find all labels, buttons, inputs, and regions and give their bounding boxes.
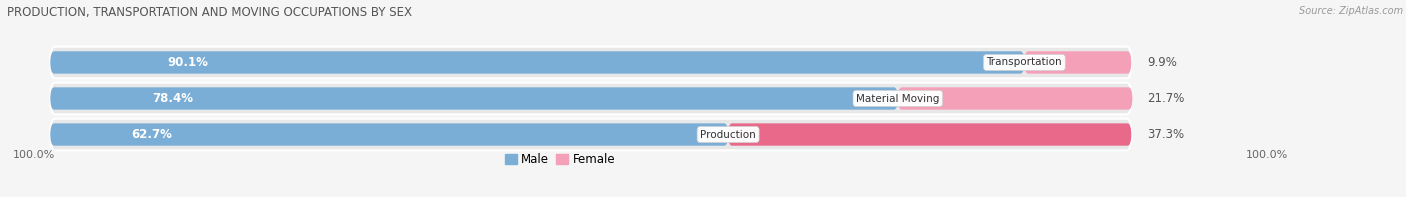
FancyBboxPatch shape [898,87,1132,110]
FancyBboxPatch shape [51,123,728,146]
Text: 100.0%: 100.0% [13,150,55,160]
FancyBboxPatch shape [1025,51,1132,74]
FancyBboxPatch shape [51,47,1132,78]
Text: Production: Production [700,129,756,139]
Text: 62.7%: 62.7% [132,128,173,141]
Text: Transportation: Transportation [987,58,1062,68]
FancyBboxPatch shape [728,123,1132,146]
Text: PRODUCTION, TRANSPORTATION AND MOVING OCCUPATIONS BY SEX: PRODUCTION, TRANSPORTATION AND MOVING OC… [7,6,412,19]
Text: Source: ZipAtlas.com: Source: ZipAtlas.com [1299,6,1403,16]
FancyBboxPatch shape [51,87,898,110]
Legend: Male, Female: Male, Female [501,148,620,171]
Text: 37.3%: 37.3% [1147,128,1185,141]
Text: 100.0%: 100.0% [1246,150,1288,160]
Text: Material Moving: Material Moving [856,94,939,103]
FancyBboxPatch shape [51,83,1132,114]
FancyBboxPatch shape [51,119,1132,150]
Text: 78.4%: 78.4% [152,92,193,105]
Text: 21.7%: 21.7% [1147,92,1185,105]
Text: 90.1%: 90.1% [167,56,208,69]
Text: 9.9%: 9.9% [1147,56,1177,69]
FancyBboxPatch shape [51,51,1025,74]
